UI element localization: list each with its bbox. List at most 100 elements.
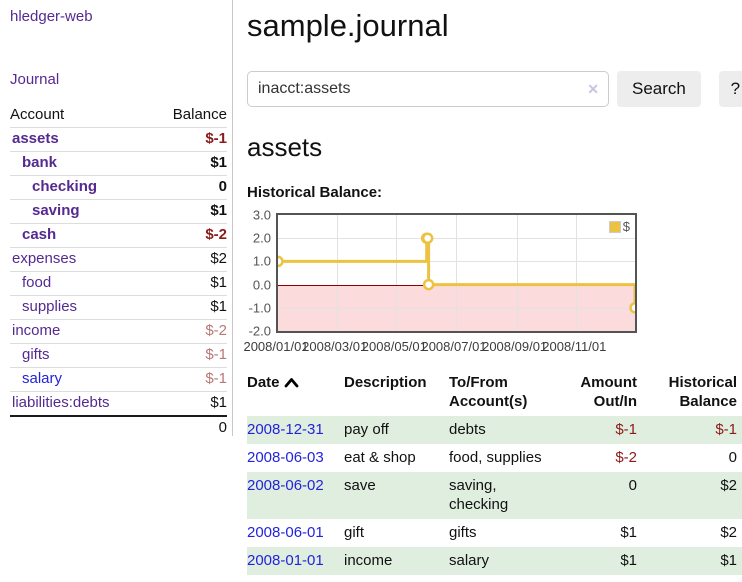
account-balance: $-1 [205, 346, 227, 363]
account-heading: assets [247, 132, 323, 162]
vertical-gridline [576, 215, 578, 331]
account-balance: $-2 [205, 226, 227, 243]
account-balance-table: Account Balance assets $-1 bank $1 checking 0… [10, 104, 227, 440]
horizontal-gridline [278, 261, 635, 263]
help-button[interactable]: ? [718, 71, 742, 107]
transaction-date-cell: 2008-06-03 [247, 444, 344, 472]
account-link-checking[interactable]: checking [32, 178, 98, 195]
vertical-gridline [396, 215, 398, 331]
x-tick-label: 2008/05/01 [361, 339, 427, 354]
y-tick-label: 1.0 [252, 253, 271, 269]
register-table: Date Description To/From Account(s) Amou… [247, 369, 742, 575]
transaction-description-cell: pay off [344, 421, 389, 438]
register-row: 2008-12-31 pay off debts $-1 $-1 [247, 416, 742, 444]
horizontal-gridline [278, 238, 635, 240]
chart-title: Historical Balance: [247, 184, 383, 201]
transaction-date-link[interactable]: 2008-06-03 [247, 449, 324, 466]
account-row: bank $1 [10, 151, 227, 175]
transaction-date-link[interactable]: 2008-01-01 [247, 552, 324, 569]
vertical-gridline [516, 215, 518, 331]
account-balance: 0 [218, 178, 227, 195]
account-row: saving $1 [10, 199, 227, 223]
balance-column-header-register: Historical Balance [668, 374, 737, 410]
transaction-date-cell: 2008-12-31 [247, 416, 344, 444]
transaction-accounts-cell: debts [449, 421, 486, 438]
account-link-bank[interactable]: bank [22, 154, 58, 171]
y-axis-labels: 3.0 2.0 1.0 0.0 -1.0 -2.0 [247, 208, 271, 339]
transaction-amount-cell: $1 [620, 524, 637, 541]
data-point-marker [629, 302, 635, 314]
search-input[interactable] [247, 71, 609, 107]
sidebar-item-journal[interactable]: Journal [10, 71, 60, 88]
x-tick-label: 2008/03/01 [302, 339, 368, 354]
account-link-supplies[interactable]: supplies [22, 298, 78, 315]
account-balance: $-1 [205, 370, 227, 387]
search-box: ✕ [247, 71, 609, 107]
account-row: checking 0 [10, 175, 227, 199]
account-link-food[interactable]: food [22, 274, 52, 291]
x-tick-label: 2008/07/01 [421, 339, 487, 354]
account-balance: $2 [210, 250, 227, 267]
transaction-date-cell: 2008-01-01 [247, 547, 344, 575]
transaction-balance-cell: $2 [720, 477, 737, 494]
transaction-description-cell: save [344, 477, 376, 494]
account-row: gifts $-1 [10, 343, 227, 367]
transaction-balance-cell: 0 [728, 449, 737, 466]
transaction-date-cell: 2008-06-02 [247, 472, 344, 519]
account-balance: $-2 [205, 322, 227, 339]
account-balance: $1 [210, 154, 227, 171]
y-tick-label: 0.0 [252, 277, 271, 293]
account-balance: $1 [210, 298, 227, 315]
account-balance: $1 [210, 202, 227, 219]
account-tree: assets $-1 bank $1 checking 0 saving $1 cash $-2 e… [10, 127, 227, 415]
account-link-salary[interactable]: salary [22, 370, 63, 387]
amount-column-header: Amount Out/In [580, 374, 637, 410]
chart-plot-area: $ [276, 213, 637, 333]
account-link-cash[interactable]: cash [22, 226, 57, 243]
legend-swatch-icon [608, 220, 621, 233]
transaction-amount-cell: $1 [620, 552, 637, 569]
transaction-description-cell: gift [344, 524, 365, 541]
account-row: cash $-2 [10, 223, 227, 247]
transaction-amount-cell: $-2 [615, 449, 637, 466]
account-balance: $1 [210, 274, 227, 291]
account-link-gifts[interactable]: gifts [22, 346, 50, 363]
account-balance: $-1 [205, 130, 227, 147]
transaction-date-cell: 2008-06-01 [247, 519, 344, 547]
data-point-marker [278, 255, 284, 268]
main-content: sample.journal ✕ Search ? assets Histori… [233, 0, 742, 575]
date-column-header[interactable]: Date [247, 369, 344, 416]
page-title: sample.journal [247, 8, 449, 43]
clear-search-icon[interactable]: ✕ [587, 81, 599, 97]
y-tick-label: 3.0 [252, 207, 271, 223]
chart-legend: $ [606, 218, 632, 235]
account-link-assets[interactable]: assets [12, 130, 59, 147]
y-tick-label: -2.0 [248, 323, 271, 339]
legend-label: $ [622, 219, 630, 234]
transaction-amount-cell: $-1 [615, 421, 637, 438]
transaction-balance-cell: $2 [720, 524, 737, 541]
x-tick-label: 2008/11/01 [542, 339, 607, 354]
transaction-date-link[interactable]: 2008-12-31 [247, 421, 324, 438]
register-row: 2008-06-03 eat & shop food, supplies $-2 0 [247, 444, 742, 472]
account-link-expenses[interactable]: expenses [12, 250, 77, 267]
transaction-date-link[interactable]: 2008-06-01 [247, 524, 324, 541]
account-link-income[interactable]: income [12, 322, 61, 339]
account-row: salary $-1 [10, 367, 227, 391]
accounts-column-header: To/From Account(s) [449, 374, 528, 410]
transaction-accounts-cell: food, supplies [449, 449, 542, 466]
transaction-description-cell: eat & shop [344, 449, 416, 466]
transaction-date-link[interactable]: 2008-06-02 [247, 477, 324, 494]
historical-balance-chart: 3.0 2.0 1.0 0.0 -1.0 -2.0 $ 2008/01/01 2008/03… [243, 208, 667, 363]
account-row: liabilities:debts $1 [10, 391, 227, 415]
x-tick-label: 2008/01/01 [243, 339, 309, 354]
account-link-liabilities-debts[interactable]: liabilities:debts [12, 394, 110, 411]
horizontal-gridline [278, 307, 635, 309]
x-tick-label: 2008/09/01 [482, 339, 548, 354]
balance-column-header: Balance [172, 106, 227, 123]
account-link-saving[interactable]: saving [32, 202, 80, 219]
brand-link[interactable]: hledger-web [10, 8, 93, 25]
search-button[interactable]: Search [617, 71, 701, 107]
description-column-header: Description [344, 374, 427, 391]
register-header-row: Date Description To/From Account(s) Amou… [247, 369, 742, 416]
